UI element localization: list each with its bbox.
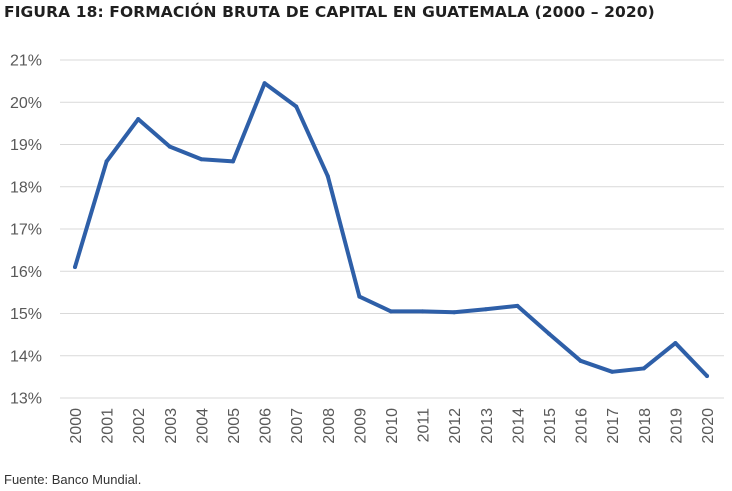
data-point xyxy=(420,309,425,314)
x-tick-label: 2018 xyxy=(637,408,654,444)
gridlines xyxy=(60,59,724,399)
data-point xyxy=(578,358,583,363)
x-tick-label: 2005 xyxy=(226,408,243,444)
data-point xyxy=(262,81,267,86)
data-point xyxy=(610,369,615,374)
x-tick-label: 2002 xyxy=(131,408,148,444)
data-point xyxy=(357,294,362,299)
y-axis-ticks: 13% 14% 15% 16% 17% 18% 19% 20% 21% xyxy=(10,53,42,408)
series-layer xyxy=(73,81,709,379)
data-point xyxy=(231,159,235,164)
y-tick-label: 17% xyxy=(10,222,42,239)
data-point xyxy=(389,309,393,314)
y-tick-label: 18% xyxy=(10,179,42,196)
x-tick-label: 2003 xyxy=(163,408,180,444)
chart-title: FIGURA 18: FORMACIÓN BRUTA DE CAPITAL EN… xyxy=(4,3,655,21)
x-tick-label: 2009 xyxy=(352,408,369,444)
y-tick-label: 20% xyxy=(10,95,42,112)
x-axis-ticks: 2000 2001 2002 2003 2004 2005 2006 2007 2008 2009… xyxy=(68,408,717,444)
x-tick-label: 2000 xyxy=(68,408,85,444)
x-tick-label: 2012 xyxy=(447,408,464,444)
data-point xyxy=(641,366,646,371)
data-point xyxy=(673,341,678,346)
data-point xyxy=(167,144,172,149)
series-line xyxy=(73,81,709,379)
data-point xyxy=(199,157,204,162)
x-tick-label: 2014 xyxy=(510,408,527,444)
x-tick-label: 2015 xyxy=(542,408,559,444)
y-tick-label: 16% xyxy=(10,264,42,281)
x-tick-label: 2013 xyxy=(479,408,496,444)
data-point xyxy=(547,331,551,336)
x-tick-label: 2017 xyxy=(605,408,622,444)
data-point xyxy=(104,159,109,164)
data-point xyxy=(705,374,709,379)
y-tick-label: 21% xyxy=(10,53,42,70)
data-point xyxy=(136,117,141,122)
source-note: Fuente: Banco Mundial. xyxy=(4,472,142,487)
data-point xyxy=(294,104,299,109)
x-tick-label: 2001 xyxy=(100,408,117,444)
y-tick-label: 13% xyxy=(10,391,42,408)
x-tick-label: 2011 xyxy=(416,408,433,443)
data-point xyxy=(73,265,77,270)
data-point xyxy=(325,174,330,179)
x-tick-label: 2006 xyxy=(258,408,275,444)
x-tick-label: 2019 xyxy=(668,408,685,444)
x-tick-label: 2008 xyxy=(321,408,338,444)
x-tick-label: 2007 xyxy=(289,408,306,444)
y-tick-label: 14% xyxy=(10,348,42,365)
x-tick-label: 2004 xyxy=(194,408,211,444)
data-point xyxy=(515,303,520,308)
x-tick-label: 2016 xyxy=(574,408,591,444)
x-tick-label: 2010 xyxy=(384,408,401,444)
data-point xyxy=(483,307,488,312)
data-point xyxy=(452,310,457,315)
y-tick-label: 15% xyxy=(10,306,42,323)
y-tick-label: 19% xyxy=(10,137,42,154)
x-tick-label: 2020 xyxy=(700,408,717,444)
